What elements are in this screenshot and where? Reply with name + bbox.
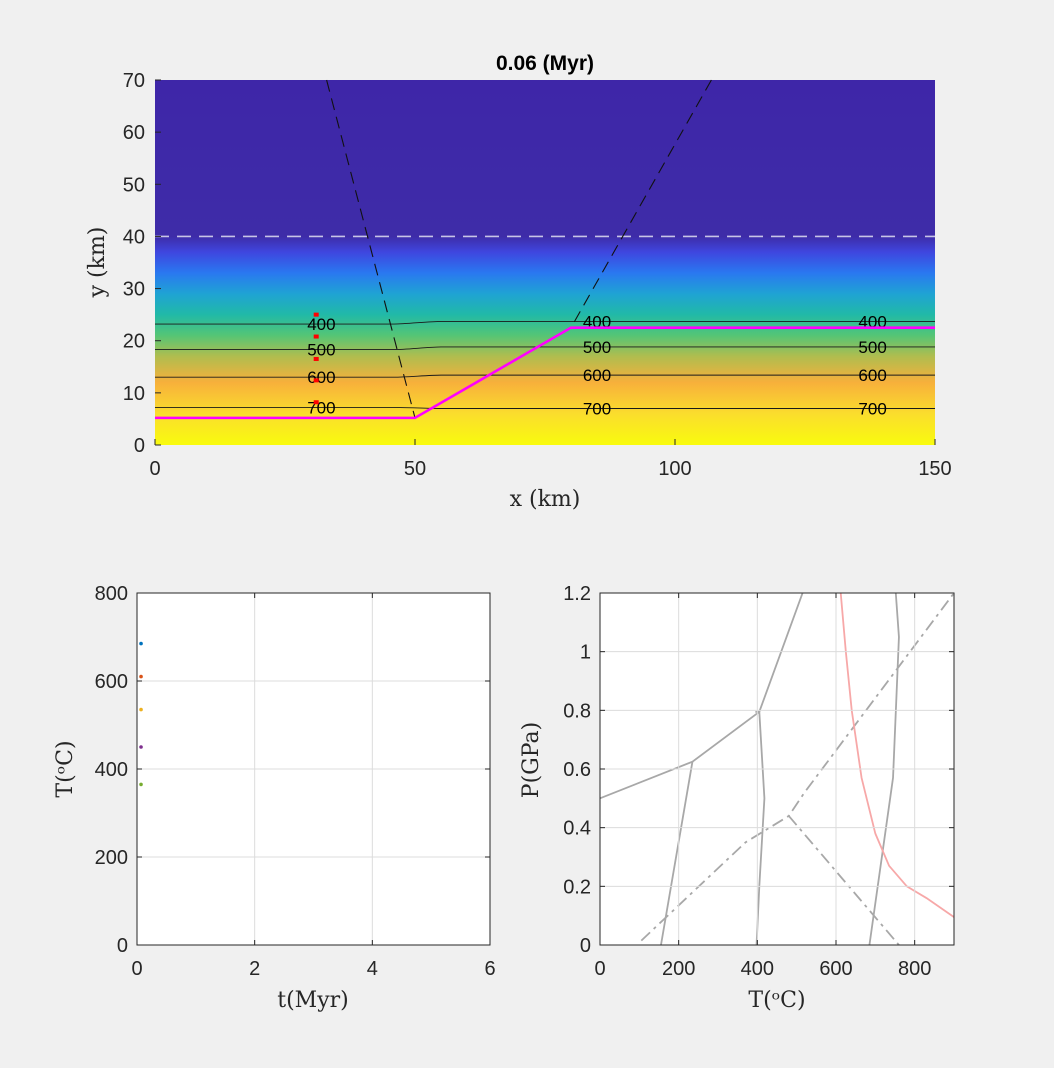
temperature-time-marks — [139, 641, 143, 787]
chart-title: 0.06 (Myr) — [496, 52, 594, 75]
y-tick-label: 1 — [580, 642, 591, 664]
y-tick-label: 10 — [123, 383, 145, 405]
y-axis-label: y (km) — [85, 227, 110, 299]
temperature-point — [139, 641, 143, 646]
y-tick-label: 600 — [95, 671, 128, 693]
contour-line-500 — [155, 346, 935, 351]
contour-label: 600 — [858, 366, 886, 385]
contour-label: 600 — [583, 366, 611, 385]
axes-frame — [599, 592, 955, 946]
y-tick-label: 400 — [95, 759, 128, 781]
contour-label: 400 — [307, 315, 335, 334]
x-tick-label: 150 — [918, 458, 951, 480]
x-tick-label: 600 — [819, 958, 852, 980]
temperature-time-axes: 0 2 4 6 0 200 400 600 800 — [95, 583, 496, 980]
y-tick-label: 0.2 — [563, 876, 591, 898]
y-tick-label: 40 — [123, 226, 145, 248]
contour-label: 600 — [307, 368, 335, 387]
y-tick-label: 800 — [95, 583, 128, 605]
y-tick-label: 0 — [117, 935, 128, 957]
contour-line-400 — [155, 320, 935, 325]
temperature-point — [139, 674, 143, 679]
x-tick-label: 0 — [149, 458, 160, 480]
fault-dashed-line — [570, 79, 712, 328]
x-tick-label: 0 — [131, 958, 142, 980]
contour-label: 500 — [583, 338, 611, 357]
sample-marker — [313, 356, 319, 361]
contour-label: 700 — [307, 398, 335, 417]
y-tick-label: 0 — [580, 935, 591, 957]
y-tick-label: 0.8 — [563, 700, 591, 722]
contour-line-600 — [155, 374, 935, 378]
y-tick-label: 200 — [95, 847, 128, 869]
temperature-point — [139, 707, 143, 712]
sample-marker — [313, 400, 319, 405]
contour-label: 500 — [307, 341, 335, 360]
temperature-time-panel: 0 2 4 6 0 200 400 600 800 t(Myr) T(ᵒC) — [53, 583, 496, 1013]
t-axis-label: t(Myr) — [277, 988, 348, 1013]
sample-marker — [313, 334, 319, 339]
reaction-line — [755, 710, 766, 945]
y-tick-label: 30 — [123, 279, 145, 301]
y-tick-label: 60 — [123, 122, 145, 144]
y-tick-label: 0.4 — [563, 818, 591, 840]
reaction-line-dashdot — [788, 815, 900, 945]
pressure-temperature-panel: 0 200 400 600 800 0 0.2 0.4 0.6 0.8 1 1.2 T(ᵒC) P(G… — [519, 583, 955, 1013]
reaction-line — [868, 593, 900, 945]
temperature-point — [139, 745, 143, 749]
y-tick-label: 1.2 — [563, 583, 591, 605]
y-tick-label: 0.6 — [563, 759, 591, 781]
x-tick-label: 2 — [249, 958, 260, 980]
temperature-axis-label: T(ᵒC) — [53, 740, 78, 797]
y-tick-label: 70 — [123, 70, 145, 92]
reaction-line — [660, 761, 694, 945]
contour-label: 500 — [858, 338, 886, 357]
y-tick-label: 50 — [123, 174, 145, 196]
x-tick-label: 4 — [367, 958, 378, 980]
heatmap-area — [155, 80, 935, 445]
contour-label: 700 — [858, 400, 886, 419]
contour-line-700 — [155, 407, 935, 409]
heatmap-axes: 0 50 100 150 0 10 20 30 40 50 60 70 — [123, 70, 952, 480]
x-axis-label: x (km) — [510, 487, 581, 512]
sample-marker — [313, 378, 319, 383]
boundary-line — [155, 326, 935, 420]
reaction-line — [600, 593, 804, 800]
x-tick-label: 50 — [404, 458, 426, 480]
fault-dashed-line — [326, 79, 416, 419]
x-tick-label: 200 — [662, 958, 695, 980]
pressure-axis-label: P(GPa) — [519, 722, 544, 798]
y-tick-label: 0 — [134, 435, 145, 457]
x-tick-label: 800 — [898, 958, 931, 980]
pressure-temperature-axes: 0 200 400 600 800 0 0.2 0.4 0.6 0.8 1 1.2 — [563, 583, 955, 980]
y-tick-label: 20 — [123, 331, 145, 353]
reaction-line — [839, 593, 954, 918]
pt-temperature-axis-label: T(ᵒC) — [748, 988, 805, 1013]
x-tick-label: 100 — [658, 458, 691, 480]
pressure-temperature-marks — [600, 593, 954, 945]
contour-label: 700 — [583, 400, 611, 419]
x-tick-label: 400 — [741, 958, 774, 980]
temperature-point — [139, 782, 143, 787]
axes-frame — [136, 592, 491, 946]
x-tick-label: 0 — [594, 958, 605, 980]
phase-boundaries — [600, 593, 954, 945]
x-tick-label: 6 — [484, 958, 495, 980]
sample-marker — [313, 312, 319, 317]
